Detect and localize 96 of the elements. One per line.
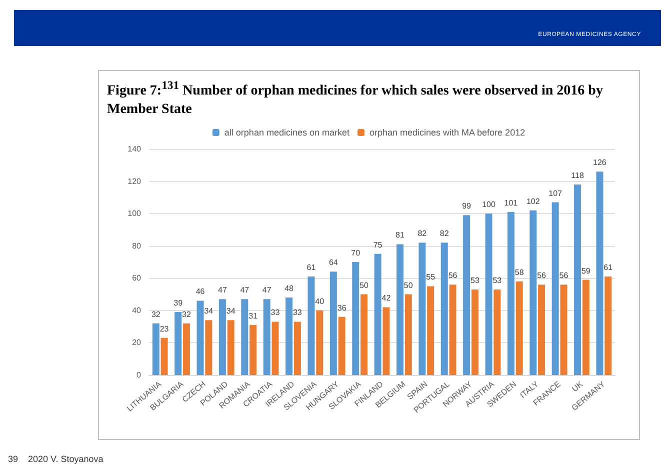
- bar: [382, 306, 390, 375]
- bar: [404, 294, 412, 375]
- data-label: 82: [418, 228, 428, 238]
- bar: [596, 171, 604, 375]
- data-label: 107: [548, 188, 563, 198]
- bar: [507, 212, 514, 375]
- data-label: 47: [262, 285, 272, 294]
- data-label: 47: [218, 285, 228, 294]
- bar: [330, 271, 337, 375]
- data-label: 81: [396, 230, 405, 240]
- bar: [338, 316, 346, 375]
- bar: [449, 284, 456, 375]
- bar: [286, 297, 293, 375]
- data-label: 118: [571, 170, 584, 180]
- data-label: 58: [514, 268, 524, 277]
- data-label: 36: [337, 303, 347, 312]
- y-tick-label: 60: [132, 273, 142, 282]
- data-label: 53: [470, 276, 480, 285]
- bar: [227, 320, 234, 375]
- legend-label: all orphan medicines on market: [224, 127, 350, 138]
- bar: [182, 323, 190, 375]
- data-label: 48: [284, 284, 294, 293]
- data-label: 75: [373, 240, 383, 250]
- data-label: 39: [174, 298, 184, 308]
- bar: [316, 310, 324, 375]
- bar: [538, 284, 546, 375]
- data-label: 61: [306, 262, 316, 272]
- data-label: 126: [593, 158, 607, 167]
- bar: [418, 242, 426, 375]
- bar: [463, 214, 470, 375]
- data-label: 40: [315, 296, 325, 306]
- data-label: 55: [426, 272, 436, 282]
- y-tick-label: 0: [136, 370, 142, 380]
- bar: [494, 289, 501, 375]
- bar: [440, 242, 448, 375]
- data-label: 34: [204, 306, 214, 316]
- data-label: 64: [328, 258, 338, 267]
- bar: [574, 184, 582, 375]
- bar: [263, 298, 270, 375]
- bar: [160, 338, 168, 375]
- data-label: 50: [404, 280, 414, 290]
- bar: [196, 300, 204, 375]
- bar: [250, 324, 257, 375]
- y-tick-label: 100: [128, 208, 142, 218]
- data-label: 23: [160, 324, 170, 334]
- data-label: 31: [248, 311, 258, 320]
- data-label: 50: [360, 280, 370, 290]
- data-label: 33: [270, 308, 280, 317]
- chart-title: Figure 7:$^{131}$ Number of orphan medicines for which sales were observed in 2016 by Member State: [106, 78, 604, 119]
- bar: [582, 279, 590, 375]
- data-label: 101: [504, 198, 518, 208]
- bar: [241, 298, 248, 375]
- data-label: 56: [537, 270, 547, 280]
- y-tick-label: 20: [132, 338, 142, 347]
- bar: [272, 321, 279, 375]
- bar: [218, 298, 226, 375]
- bar: [396, 244, 404, 375]
- bar: [152, 323, 160, 375]
- data-label: 59: [581, 266, 591, 275]
- bar: [374, 254, 382, 375]
- data-label: 56: [448, 270, 458, 280]
- bar: [471, 289, 478, 375]
- data-label: 56: [559, 270, 569, 280]
- text: 39 2020 V. Stoyanova: [8, 454, 104, 464]
- bar: [516, 281, 523, 375]
- data-label: 33: [292, 308, 302, 317]
- legend-label: orphan medicines with MA before 2012: [369, 127, 526, 138]
- bar: [427, 286, 434, 375]
- y-tick-label: 40: [132, 306, 142, 315]
- bar: [205, 320, 212, 375]
- bar: [560, 284, 568, 375]
- data-label: 53: [492, 276, 502, 285]
- bar: [360, 294, 368, 375]
- y-tick-label: 80: [132, 241, 142, 250]
- data-label: 70: [351, 248, 361, 258]
- data-label: 102: [526, 196, 540, 206]
- data-label: 61: [604, 262, 614, 272]
- data-label: 42: [382, 293, 392, 302]
- bar: [308, 276, 315, 375]
- bar: [294, 321, 301, 375]
- bar: [530, 210, 537, 375]
- y-tick-label: 120: [128, 176, 142, 186]
- data-label: 32: [182, 310, 192, 318]
- y-tick-label: 140: [128, 144, 142, 154]
- data-label: 46: [196, 286, 206, 296]
- data-label: 32: [151, 310, 161, 318]
- data-label: 34: [226, 306, 236, 316]
- bar: [552, 202, 559, 375]
- bar: [352, 262, 360, 375]
- data-label: 82: [440, 228, 450, 238]
- data-label: 100: [482, 200, 496, 209]
- bar: [485, 213, 492, 375]
- bar: [174, 312, 182, 375]
- data-label: 47: [240, 285, 250, 294]
- bar: [604, 276, 612, 375]
- data-label: 99: [462, 201, 472, 210]
